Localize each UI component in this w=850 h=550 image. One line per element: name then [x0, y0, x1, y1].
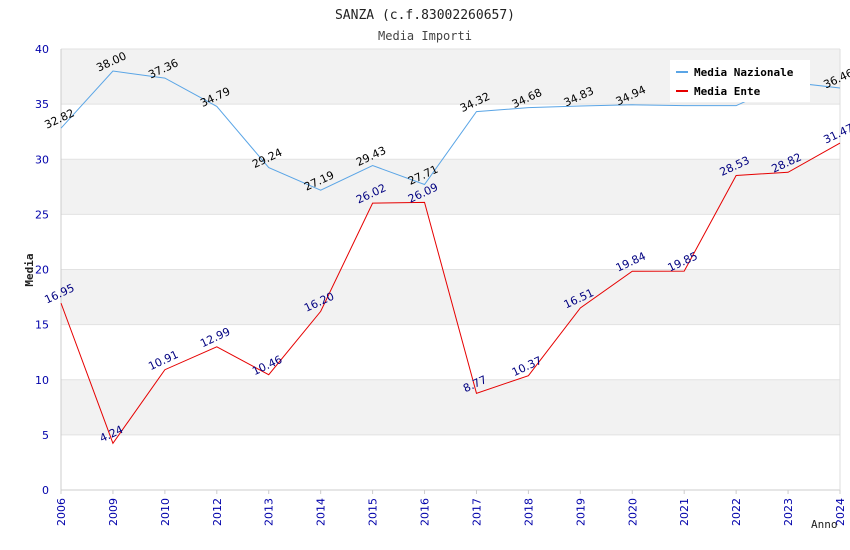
x-tick-label: 2019 [574, 498, 587, 526]
x-tick-label: 2013 [263, 498, 276, 526]
y-tick-label: 10 [35, 374, 49, 387]
x-tick-label: 2010 [159, 498, 172, 526]
x-tick-label: 2024 [834, 498, 847, 526]
x-tick-label: 2023 [782, 498, 795, 526]
series-line-media-ente [60, 142, 841, 445]
legend: Media Nazionale Media Ente [670, 60, 810, 102]
y-tick-label: 35 [35, 98, 49, 111]
x-tick-label: 2015 [367, 498, 380, 526]
x-tick-label: 2022 [730, 498, 743, 526]
x-tick-label: 2014 [315, 498, 328, 526]
y-tick-label: 25 [35, 208, 49, 221]
x-tick-label: 2017 [470, 498, 483, 526]
x-tick-label: 2020 [626, 498, 639, 526]
y-tick-label: 40 [35, 43, 49, 56]
y-tick-label: 0 [42, 484, 49, 497]
x-tick-label: 2012 [211, 498, 224, 526]
y-tick-label: 30 [35, 153, 49, 166]
grid-band [61, 159, 840, 215]
x-tick-label: 2018 [522, 498, 535, 526]
grid-band [61, 104, 840, 160]
x-tick-label: 2006 [55, 498, 68, 526]
legend-label-media-ente: Media Ente [694, 85, 761, 98]
chart-title: SANZA (c.f.83002260657) [335, 8, 515, 23]
grid-band [61, 324, 840, 380]
x-tick-label: 2016 [419, 498, 432, 526]
legend-label-media-nazionale: Media Nazionale [694, 66, 794, 79]
y-tick-label: 15 [35, 319, 49, 332]
axes: 0 5 10 15 20 25 30 35 40 2006 2009 2010 2012 2013 2014… [35, 43, 847, 526]
grid-band [61, 214, 840, 270]
grid-band [61, 379, 840, 435]
chart-subtitle: Media Importi [378, 29, 472, 43]
x-tick-label: 2009 [107, 498, 120, 526]
y-tick-label: 20 [35, 264, 49, 277]
x-axis-label: Anno [811, 518, 838, 531]
y-tick-label: 5 [42, 429, 49, 442]
series-line-media-nazionale [60, 70, 841, 191]
x-tick-label: 2021 [678, 498, 691, 526]
plot-background-bands [61, 49, 840, 490]
series-lines [60, 70, 841, 445]
grid-band [61, 434, 840, 490]
legend-box [670, 60, 810, 102]
y-axis-label: Media [23, 253, 36, 286]
